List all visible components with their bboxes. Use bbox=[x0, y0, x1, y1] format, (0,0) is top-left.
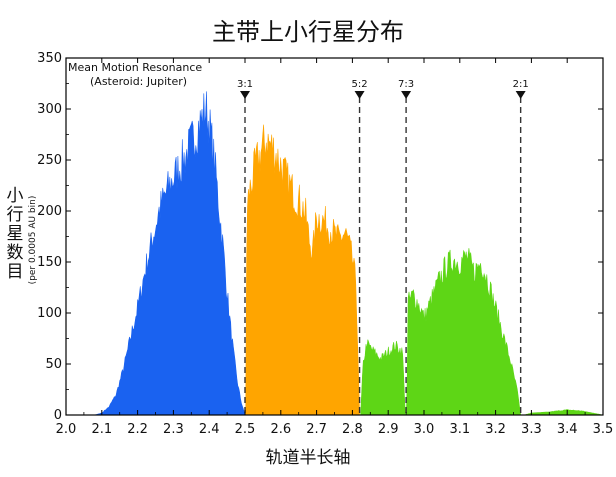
y-tick-label: 300 bbox=[37, 102, 62, 117]
resonance-marker-5-2 bbox=[354, 91, 365, 99]
series-area-1 bbox=[245, 124, 360, 416]
y-axis-title: 小行星数目 bbox=[7, 186, 24, 282]
x-tick-label: 2.1 bbox=[91, 422, 112, 437]
y-tick-label: 100 bbox=[37, 306, 62, 321]
x-axis-title: 轨道半长轴 bbox=[266, 448, 351, 468]
resonance-label-5-2: 5:2 bbox=[352, 79, 368, 90]
x-tick-label: 2.5 bbox=[235, 422, 256, 437]
y-tick-label: 250 bbox=[37, 153, 62, 168]
y-tick-label: 200 bbox=[37, 204, 62, 219]
chart-title: 主带上小行星分布 bbox=[212, 18, 404, 46]
resonance-label-2-1: 2:1 bbox=[513, 79, 529, 90]
plot-area bbox=[83, 91, 604, 416]
x-tick-label: 3.2 bbox=[485, 422, 506, 437]
resonance-marker-2-1 bbox=[515, 91, 526, 99]
y-axis-title-char: 行 bbox=[7, 205, 24, 225]
x-tick-label: 3.3 bbox=[521, 422, 542, 437]
legend-title-line1: Mean Motion Resonance bbox=[68, 61, 202, 74]
y-tick-label: 150 bbox=[37, 255, 62, 270]
y-axis-title-char: 数 bbox=[7, 243, 24, 263]
y-axis-subtitle: (per 0.0005 AU bin) bbox=[28, 196, 38, 285]
y-axis-title-char: 星 bbox=[7, 224, 24, 244]
y-axis-title-char: 小 bbox=[7, 186, 24, 206]
x-tick-label: 3.0 bbox=[414, 422, 435, 437]
x-tick-label: 2.9 bbox=[378, 422, 399, 437]
series-area-3 bbox=[524, 409, 604, 416]
resonance-label-7-3: 7:3 bbox=[398, 79, 414, 90]
resonance-marker-3-1 bbox=[240, 91, 250, 99]
x-tick-label: 2.2 bbox=[127, 422, 148, 437]
x-tick-label: 3.1 bbox=[449, 422, 470, 437]
legend-title-line2: (Asteroid: Jupiter) bbox=[90, 75, 187, 88]
resonance-label-3-1: 3:1 bbox=[237, 79, 253, 90]
x-tick-label: 2.8 bbox=[342, 422, 363, 437]
y-tick-label: 350 bbox=[37, 51, 62, 66]
y-tick-label: 50 bbox=[45, 357, 62, 372]
x-tick-label: 2.6 bbox=[270, 422, 291, 437]
x-tick-label: 2.4 bbox=[199, 422, 220, 437]
series-area-2 bbox=[360, 248, 522, 416]
y-axis-title-char: 目 bbox=[7, 262, 24, 282]
x-tick-label: 3.5 bbox=[593, 422, 614, 437]
axes bbox=[65, 57, 604, 416]
x-tick-label: 3.4 bbox=[557, 422, 578, 437]
resonance-marker-7-3 bbox=[401, 91, 412, 99]
labels: 3:1 5:2 7:3 2:1 2.0 2.1 2.2 2.3 2.4 2.5 2.6 2.7 2.8 2… bbox=[7, 51, 614, 437]
x-tick-label: 2.3 bbox=[163, 422, 184, 437]
y-tick-label: 0 bbox=[54, 408, 62, 423]
x-tick-label: 2.7 bbox=[306, 422, 327, 437]
x-tick-label: 2.0 bbox=[56, 422, 77, 437]
series-area-0 bbox=[83, 91, 246, 416]
